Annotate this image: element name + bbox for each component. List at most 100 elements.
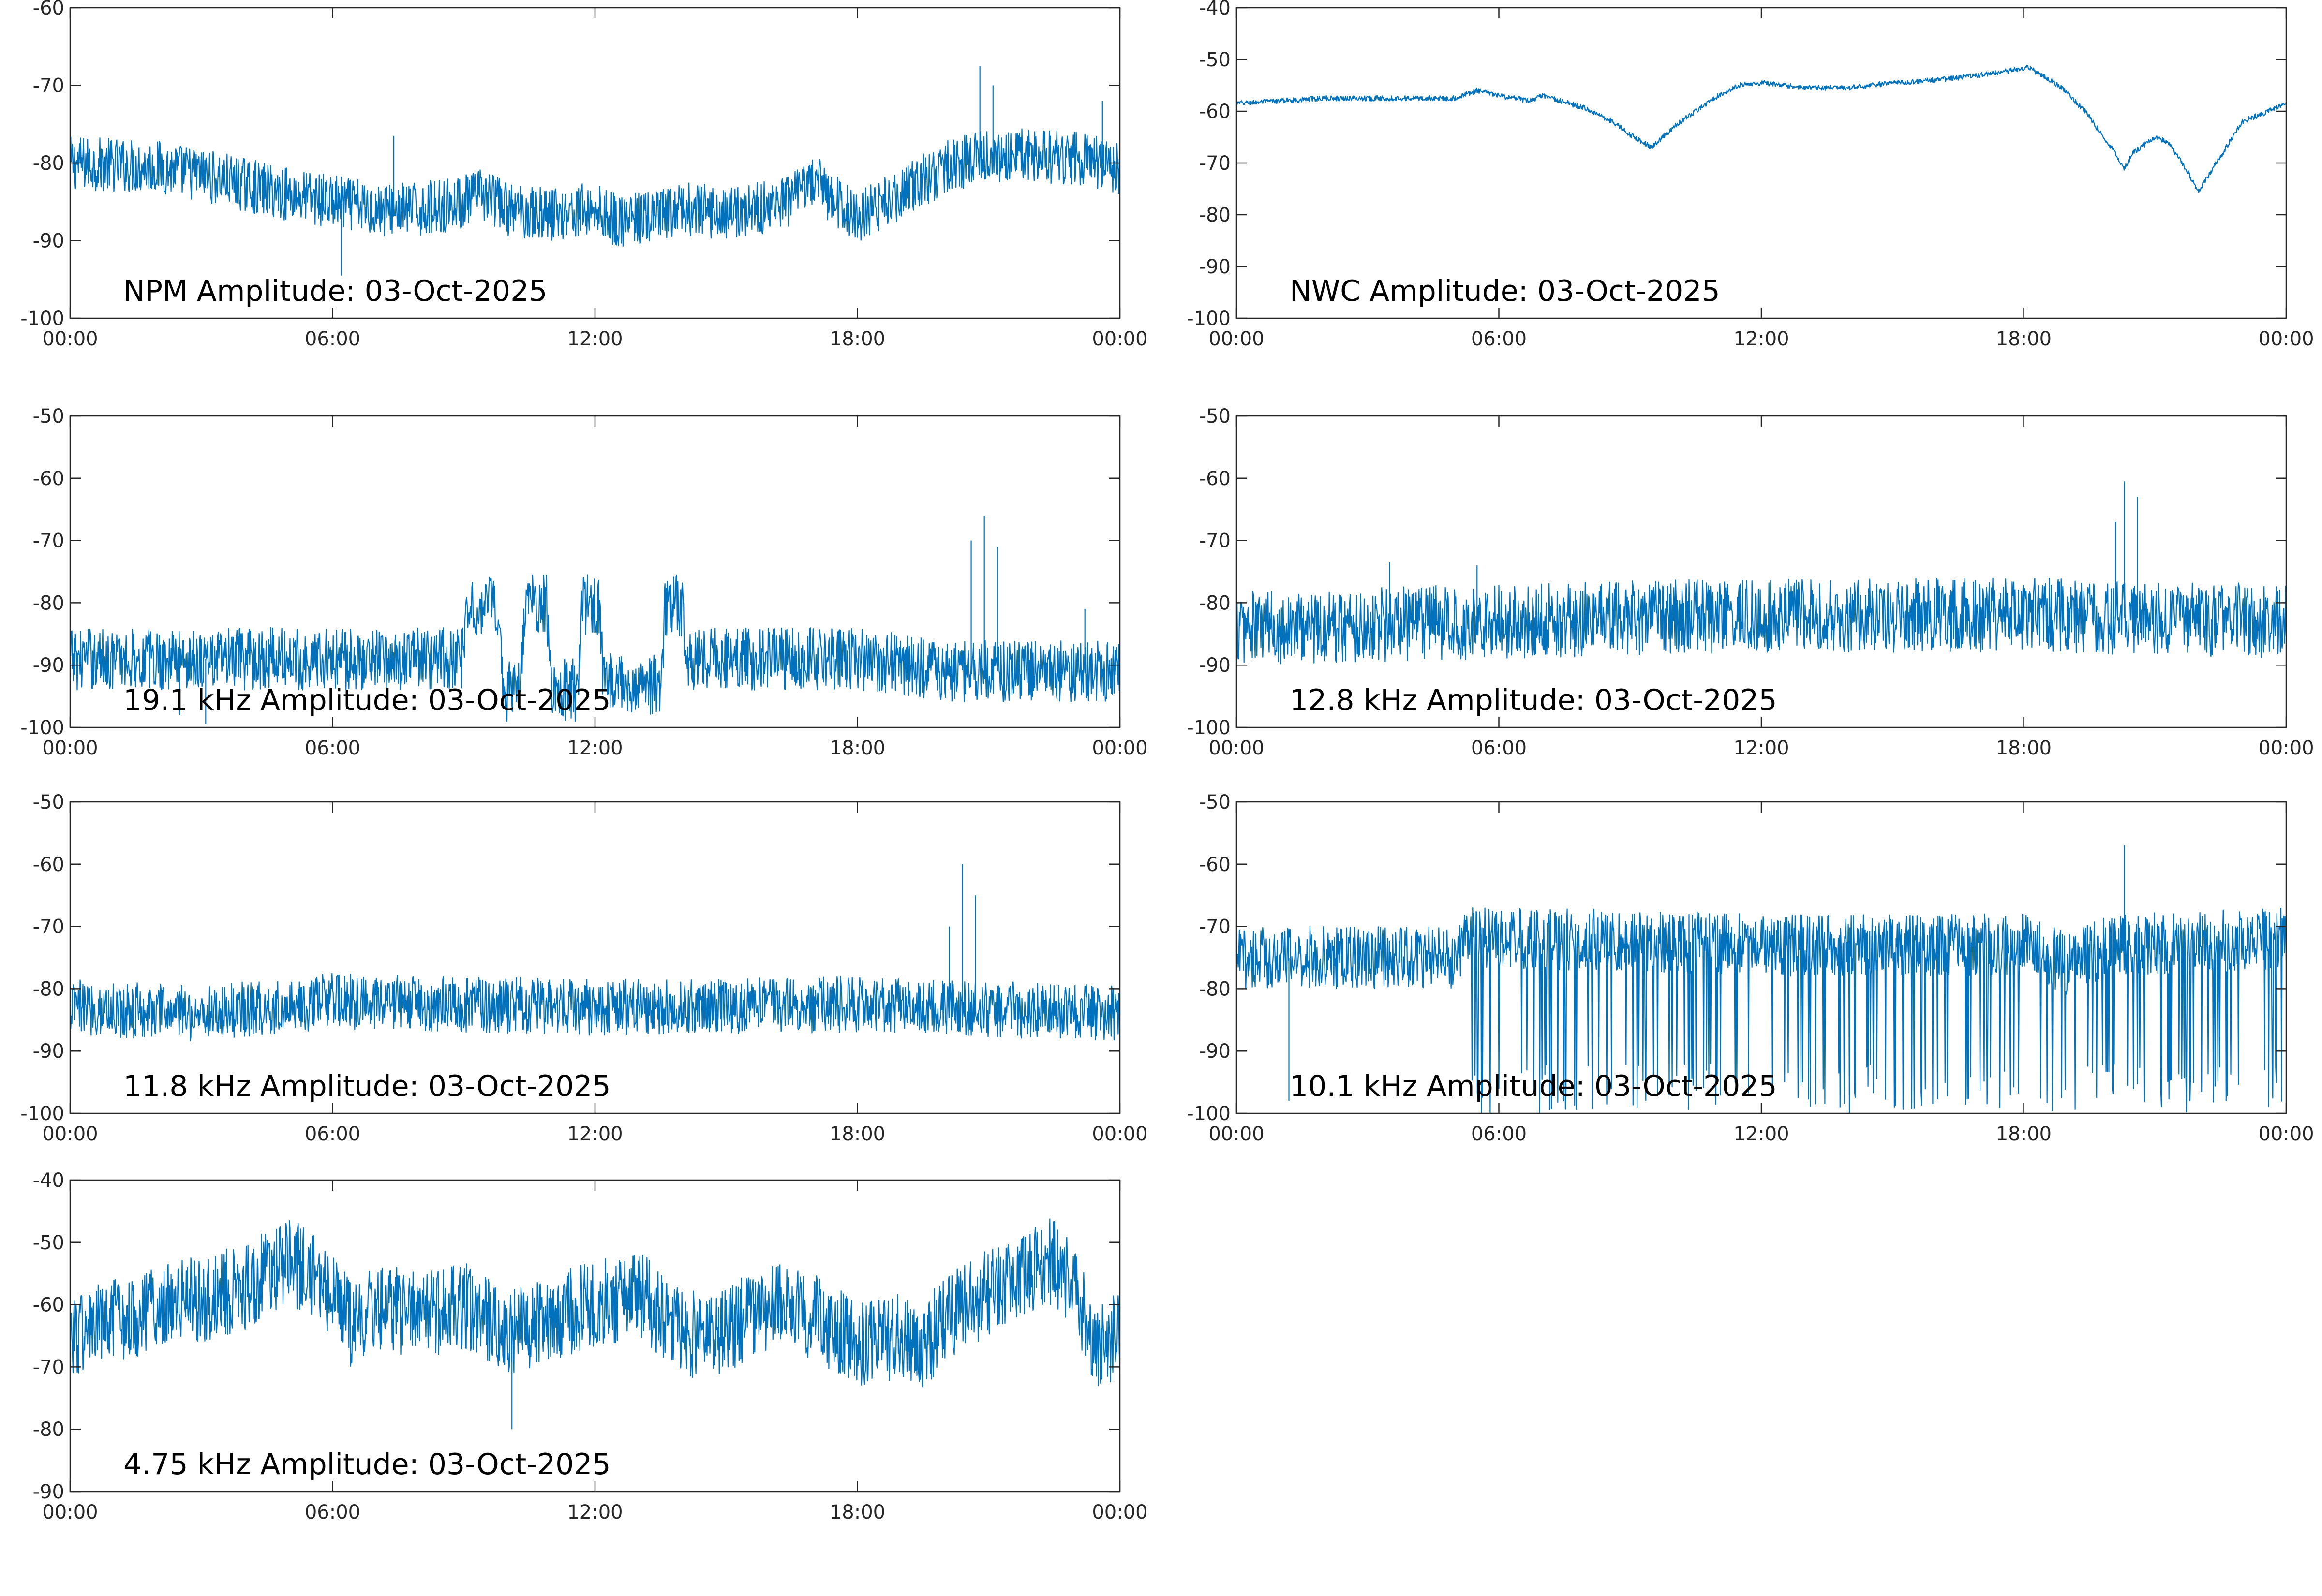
y-tick-label-f11_8-0: -50 [33,791,64,813]
y-tick-label-f19_1-1: -60 [33,468,64,490]
y-tick-label-nwc-2: -60 [1199,101,1231,123]
y-tick-label-f11_8-3: -80 [33,978,64,1000]
panel-title-f10_1: 10.1 kHz Amplitude: 03-Oct-2025 [1290,1069,1777,1103]
panel-title-f11_8: 11.8 kHz Amplitude: 03-Oct-2025 [123,1069,611,1103]
x-tick-label-f19_1-3: 18:00 [830,737,885,759]
series-line-f12_8 [1236,577,2286,665]
y-tick-label-nwc-4: -80 [1199,204,1231,226]
y-tick-label-f10_1-1: -60 [1199,854,1231,876]
x-tick-label-f12_8-2: 12:00 [1733,737,1789,759]
y-tick-label-npm-4: -100 [20,308,64,330]
x-tick-label-f4_75-3: 18:00 [830,1501,885,1523]
x-tick-label-f12_8-3: 18:00 [1996,737,2052,759]
y-tick-label-f11_8-5: -100 [20,1103,64,1125]
y-tick-label-f10_1-3: -80 [1199,978,1231,1000]
panel-title-f12_8: 12.8 kHz Amplitude: 03-Oct-2025 [1290,683,1777,717]
y-tick-label-f4_75-2: -60 [33,1294,64,1316]
panel-title-nwc: NWC Amplitude: 03-Oct-2025 [1290,274,1720,308]
y-tick-label-f4_75-1: -50 [33,1232,64,1254]
x-tick-label-f11_8-4: 00:00 [1092,1123,1147,1145]
y-tick-label-f4_75-0: -40 [33,1169,64,1192]
y-tick-label-f19_1-5: -100 [20,717,64,739]
series-line-f4_75 [70,1218,1120,1388]
x-tick-label-f12_8-4: 00:00 [2258,737,2314,759]
x-tick-label-npm-4: 00:00 [1092,328,1147,350]
x-tick-label-f11_8-0: 00:00 [42,1123,98,1145]
y-tick-label-nwc-6: -100 [1187,308,1231,330]
x-tick-label-npm-2: 12:00 [567,328,623,350]
y-tick-label-f12_8-1: -60 [1199,468,1231,490]
y-tick-label-f12_8-0: -50 [1199,405,1231,428]
y-tick-label-f11_8-4: -90 [33,1040,64,1063]
y-tick-label-f10_1-5: -100 [1187,1103,1231,1125]
x-tick-label-npm-1: 06:00 [305,328,360,350]
x-tick-label-nwc-3: 18:00 [1996,328,2052,350]
panel-title-f19_1: 19.1 kHz Amplitude: 03-Oct-2025 [123,683,611,717]
x-tick-label-f19_1-4: 00:00 [1092,737,1147,759]
y-tick-label-f4_75-5: -90 [33,1481,64,1503]
x-tick-label-nwc-2: 12:00 [1733,328,1789,350]
y-tick-label-nwc-3: -70 [1199,152,1231,175]
y-tick-label-nwc-5: -90 [1199,256,1231,278]
panel-title-f4_75: 4.75 kHz Amplitude: 03-Oct-2025 [123,1448,611,1481]
y-tick-label-f12_8-5: -100 [1187,717,1231,739]
y-tick-label-f4_75-4: -80 [33,1419,64,1441]
x-tick-label-f12_8-0: 00:00 [1208,737,1264,759]
x-tick-label-f19_1-0: 00:00 [42,737,98,759]
y-tick-label-f19_1-0: -50 [33,405,64,428]
y-tick-label-f12_8-2: -70 [1199,530,1231,552]
x-tick-label-f4_75-0: 00:00 [42,1501,98,1523]
x-tick-label-nwc-1: 06:00 [1471,328,1527,350]
series-line-nwc [1236,65,2286,193]
x-tick-label-npm-0: 00:00 [42,328,98,350]
y-tick-label-f12_8-4: -90 [1199,654,1231,677]
series-line-f19_1 [70,574,1120,722]
x-tick-label-npm-3: 18:00 [830,328,885,350]
y-tick-label-f10_1-0: -50 [1199,791,1231,813]
y-tick-label-f19_1-3: -80 [33,592,64,614]
y-tick-label-nwc-0: -40 [1199,0,1231,19]
x-tick-label-f11_8-2: 12:00 [567,1123,623,1145]
x-tick-label-f10_1-2: 12:00 [1733,1123,1789,1145]
y-tick-label-f10_1-2: -70 [1199,916,1231,938]
x-tick-label-f4_75-2: 12:00 [567,1501,623,1523]
y-tick-label-f12_8-3: -80 [1199,592,1231,614]
y-tick-label-nwc-1: -50 [1199,49,1231,71]
x-tick-label-f10_1-3: 18:00 [1996,1123,2052,1145]
x-tick-label-f4_75-4: 00:00 [1092,1501,1147,1523]
x-tick-label-f12_8-1: 06:00 [1471,737,1527,759]
x-tick-label-nwc-0: 00:00 [1208,328,1264,350]
y-tick-label-npm-3: -90 [33,230,64,252]
x-tick-label-f11_8-3: 18:00 [830,1123,885,1145]
y-tick-label-f19_1-2: -70 [33,530,64,552]
x-tick-label-f10_1-1: 06:00 [1471,1123,1527,1145]
x-tick-label-f10_1-0: 00:00 [1208,1123,1264,1145]
x-tick-label-f10_1-4: 00:00 [2258,1123,2314,1145]
series-line-f11_8 [70,973,1120,1042]
x-tick-label-f19_1-2: 12:00 [567,737,623,759]
x-tick-label-f19_1-1: 06:00 [305,737,360,759]
y-tick-label-f4_75-3: -70 [33,1356,64,1378]
x-tick-label-f11_8-1: 06:00 [305,1123,360,1145]
panel-title-npm: NPM Amplitude: 03-Oct-2025 [123,274,547,308]
y-tick-label-f11_8-2: -70 [33,916,64,938]
x-tick-label-nwc-4: 00:00 [2258,328,2314,350]
x-tick-label-f4_75-1: 06:00 [305,1501,360,1523]
series-line-f10_1 [1236,907,2286,1113]
y-tick-label-f11_8-1: -60 [33,854,64,876]
y-tick-label-f19_1-4: -90 [33,654,64,677]
y-tick-label-npm-2: -80 [33,152,64,175]
y-tick-label-npm-1: -70 [33,75,64,97]
series-line-npm [70,128,1120,247]
y-tick-label-npm-0: -60 [33,0,64,19]
y-tick-label-f10_1-4: -90 [1199,1040,1231,1063]
